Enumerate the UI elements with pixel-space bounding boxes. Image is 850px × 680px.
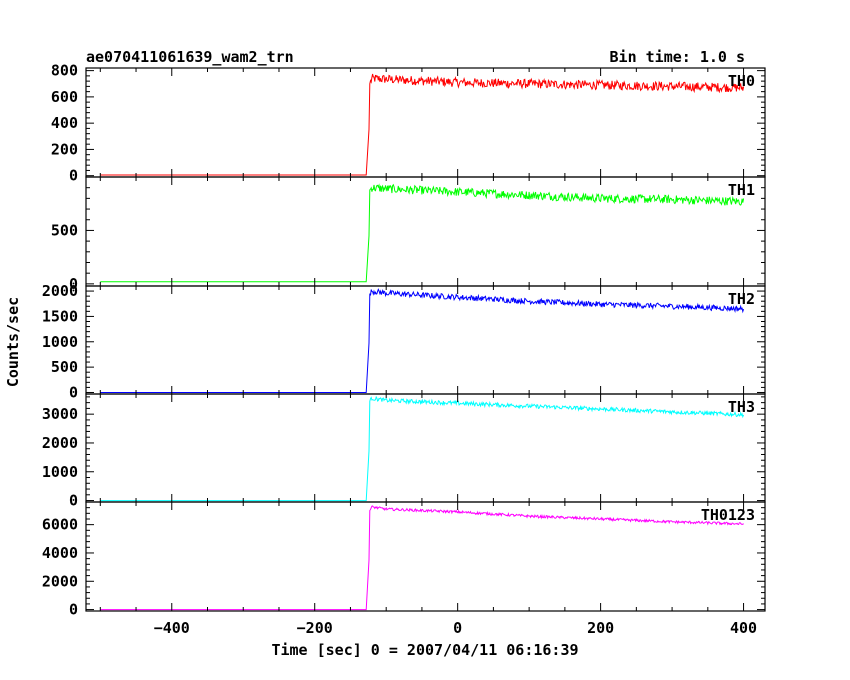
panel-th2: 0 500 1000 1500 2000 TH2: [42, 282, 766, 401]
y-tick-label: 600: [51, 88, 78, 106]
series-line-th3: [100, 395, 745, 502]
y-tick-label: 1500: [42, 307, 78, 325]
y-tick-label: 500: [51, 358, 78, 376]
y-tick-label: 200: [51, 140, 78, 158]
panel-th0123: 0 2000 4000 6000 TH0123: [42, 501, 766, 619]
y-tick-label: 1000: [42, 463, 78, 481]
panel-frame: [85, 176, 766, 287]
series-line-th2: [100, 288, 745, 393]
series-label-th2: TH2: [728, 290, 755, 308]
y-tick-label: 2000: [42, 572, 78, 590]
y-tick-label: 400: [51, 114, 78, 132]
series-label-th0: TH0: [728, 72, 755, 90]
y-tick-label: 6000: [42, 516, 78, 534]
series-line-th1: [100, 183, 745, 283]
y-axis-label: Counts/sec: [4, 297, 22, 387]
y-tick-label: 0: [69, 601, 78, 619]
x-tick-label: −400: [154, 619, 190, 637]
x-tick-label: 400: [730, 619, 757, 637]
x-axis-label: Time [sec] 0 = 2007/04/11 06:16:39: [271, 641, 578, 659]
y-tick-label: 2000: [42, 282, 78, 300]
x-tick-label: 0: [453, 619, 462, 637]
series-label-th3: TH3: [728, 398, 755, 416]
panel-frame: [85, 67, 766, 178]
y-tick-label: 0: [69, 167, 78, 185]
series-line-th0: [100, 73, 745, 176]
y-tick-label: 500: [51, 221, 78, 239]
y-tick-label: 800: [51, 62, 78, 80]
y-tick-label: 0: [69, 492, 78, 510]
y-tick-label: 2000: [42, 434, 78, 452]
x-tick-label: −200: [297, 619, 333, 637]
chart-title: ae070411061639_wam2_trn: [86, 48, 294, 66]
panel-th0: 0 200 400 600 800 TH0: [51, 62, 766, 185]
series-label-th0123: TH0123: [701, 506, 755, 524]
y-tick-label: 3000: [42, 405, 78, 423]
y-tick-label: 1000: [42, 333, 78, 351]
panel-frame: [85, 501, 766, 612]
x-tick-label: 200: [587, 619, 614, 637]
series-label-th1: TH1: [728, 181, 755, 199]
y-tick-label: 0: [69, 275, 78, 293]
panel-th3: 0 1000 2000 3000 TH3: [42, 393, 766, 510]
panel-th1: 0 500 TH1: [51, 176, 766, 293]
bin-time-label: Bin time: 1.0 s: [610, 48, 745, 66]
y-tick-label: 4000: [42, 544, 78, 562]
y-tick-label: 0: [69, 383, 78, 401]
series-line-th0123: [100, 505, 744, 611]
panel-frame: [85, 285, 766, 395]
